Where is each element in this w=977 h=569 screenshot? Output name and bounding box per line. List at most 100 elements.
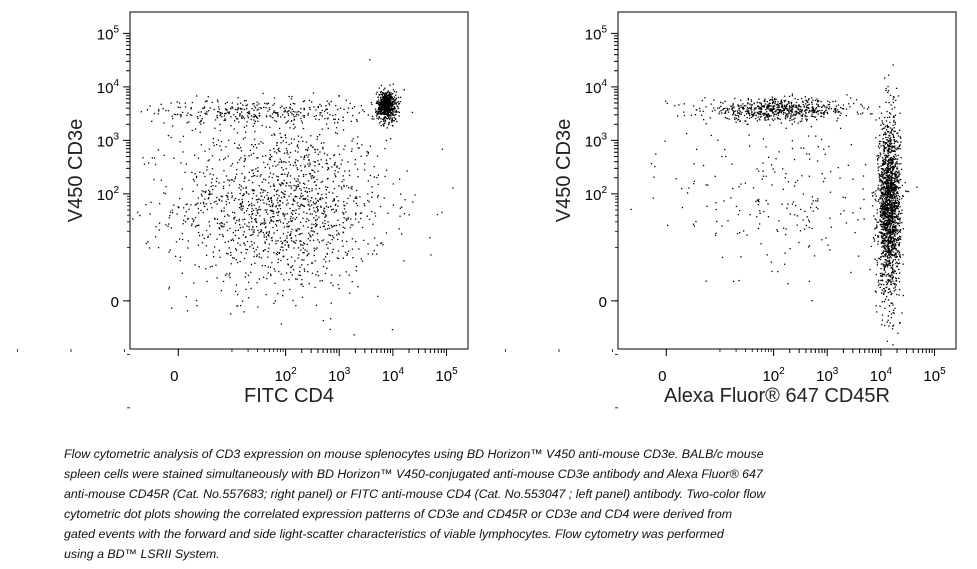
event-dot <box>255 195 258 197</box>
event-dot <box>883 223 886 225</box>
event-dot <box>893 155 895 157</box>
event-dot <box>885 207 887 209</box>
population-dots <box>140 92 413 130</box>
event-dot <box>292 110 294 113</box>
event-dot <box>883 268 886 270</box>
event-dot <box>253 231 255 233</box>
event-dot <box>388 109 390 111</box>
event-dot <box>223 170 225 172</box>
event-dot <box>757 105 759 107</box>
event-dot <box>894 178 896 180</box>
event-dot <box>764 99 766 101</box>
event-dot <box>245 288 247 290</box>
event-dot <box>794 98 796 100</box>
event-dot <box>227 192 229 194</box>
event-dot <box>328 234 330 236</box>
event-dot <box>881 184 883 186</box>
event-dot <box>157 247 160 249</box>
event-dot <box>389 114 391 116</box>
event-dot <box>895 201 897 203</box>
event-dot <box>754 111 756 113</box>
event-dot <box>378 87 380 89</box>
event-dot <box>893 287 895 289</box>
event-dot <box>323 258 325 260</box>
event-dot <box>889 229 891 231</box>
event-dot <box>884 266 886 268</box>
event-dot <box>233 199 236 201</box>
event-dot <box>704 97 706 99</box>
event-dot <box>314 165 316 167</box>
event-dot <box>886 181 888 183</box>
event-dot <box>811 107 813 109</box>
event-dot <box>887 230 889 232</box>
event-dot <box>255 115 257 117</box>
event-dot <box>889 256 891 258</box>
event-dot <box>379 112 381 115</box>
event-dot <box>817 113 819 115</box>
event-dot <box>877 188 879 191</box>
event-dot <box>258 198 260 200</box>
event-dot <box>288 110 290 112</box>
event-dot <box>336 165 338 167</box>
event-dot <box>212 185 214 187</box>
event-dot <box>883 193 885 195</box>
event-dot <box>817 101 819 103</box>
event-dot <box>307 226 309 228</box>
event-dot <box>383 106 385 108</box>
event-dot <box>891 172 894 174</box>
event-dot <box>805 112 807 114</box>
event-dot <box>885 209 887 211</box>
event-dot <box>880 279 882 282</box>
event-dot <box>253 116 255 118</box>
event-dot <box>385 92 387 95</box>
event-dot <box>753 102 755 104</box>
event-dot <box>887 243 890 245</box>
event-dot <box>387 99 390 101</box>
event-dot <box>243 126 245 128</box>
event-dot <box>392 108 394 110</box>
event-dot <box>233 128 235 130</box>
event-dot <box>318 187 321 190</box>
event-dot <box>267 110 269 112</box>
event-dot <box>295 180 297 182</box>
event-dot <box>304 270 306 272</box>
event-dot <box>889 183 892 185</box>
event-dot <box>307 112 310 115</box>
event-dot <box>892 277 894 279</box>
event-dot <box>288 278 290 281</box>
event-dot <box>888 264 890 266</box>
event-dot <box>880 188 883 190</box>
event-dots <box>630 64 918 346</box>
event-dot <box>869 113 872 115</box>
event-dot <box>385 139 387 142</box>
event-dot <box>747 99 749 101</box>
event-dot <box>881 208 883 210</box>
event-dot <box>308 283 310 285</box>
event-dot <box>887 202 889 204</box>
event-dot <box>211 155 214 157</box>
event-dot <box>390 102 392 105</box>
event-dot <box>273 110 275 112</box>
event-dot <box>885 206 888 209</box>
event-dot <box>327 127 329 129</box>
event-dot <box>822 104 825 106</box>
event-dot <box>264 249 266 251</box>
event-dot <box>755 114 757 117</box>
event-dot <box>295 229 297 231</box>
event-dot <box>246 208 249 210</box>
event-dot <box>292 299 294 302</box>
event-dot <box>744 110 747 113</box>
event-dot <box>197 117 199 120</box>
event-dot <box>267 198 269 200</box>
event-dot <box>228 139 230 141</box>
event-dot <box>665 100 667 102</box>
event-dot <box>294 195 296 197</box>
event-dot <box>826 106 828 108</box>
event-dot <box>293 247 295 249</box>
event-dot <box>258 253 261 255</box>
event-dot <box>884 203 887 205</box>
event-dot <box>309 162 311 164</box>
event-dot <box>880 179 882 181</box>
event-dot <box>377 196 379 198</box>
event-dot <box>881 120 883 122</box>
